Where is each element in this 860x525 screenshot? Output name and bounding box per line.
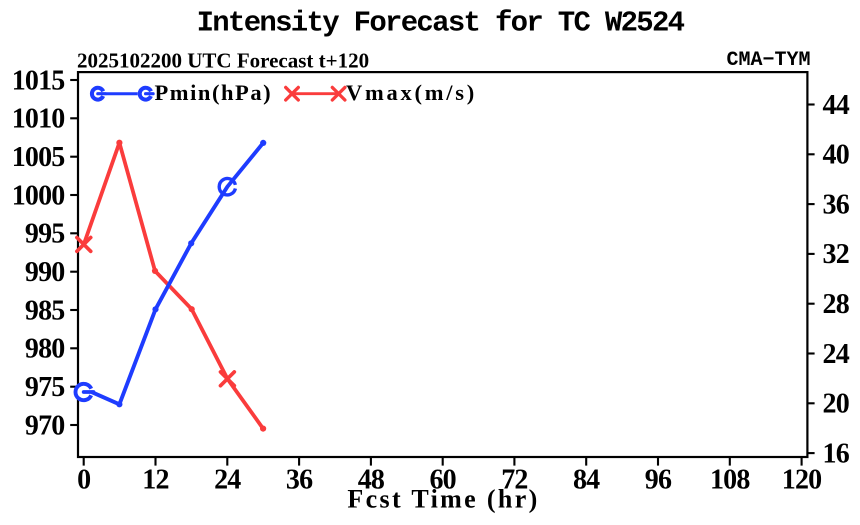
svg-text:1010: 1010 <box>12 104 65 135</box>
svg-text:1005: 1005 <box>12 142 65 173</box>
svg-text:CMA−TYM: CMA−TYM <box>726 49 810 72</box>
svg-text:44: 44 <box>823 90 850 121</box>
svg-text:995: 995 <box>25 219 65 250</box>
svg-text:24: 24 <box>823 339 850 370</box>
svg-text:60: 60 <box>429 464 455 495</box>
svg-text:48: 48 <box>358 464 385 495</box>
svg-text:12: 12 <box>142 464 168 495</box>
svg-text:975: 975 <box>25 372 65 403</box>
svg-text:1015: 1015 <box>12 65 65 96</box>
svg-text:985: 985 <box>25 295 65 326</box>
svg-text:980: 980 <box>25 334 65 365</box>
svg-text:36: 36 <box>823 189 850 220</box>
svg-text:120: 120 <box>782 464 822 495</box>
svg-text:0: 0 <box>77 464 90 495</box>
svg-text:Vmax(m/s): Vmax(m/s) <box>346 80 477 105</box>
svg-text:1000: 1000 <box>12 180 65 211</box>
svg-text:24: 24 <box>214 464 241 495</box>
svg-text:990: 990 <box>25 257 65 288</box>
svg-text:84: 84 <box>573 464 600 495</box>
svg-text:108: 108 <box>710 464 750 495</box>
svg-text:Intensity Forecast for TC W252: Intensity Forecast for TC W2524 <box>197 7 685 40</box>
svg-text:32: 32 <box>823 239 849 270</box>
svg-text:Pmin(hPa): Pmin(hPa) <box>155 80 273 105</box>
svg-text:970: 970 <box>25 410 65 441</box>
svg-text:72: 72 <box>501 464 527 495</box>
svg-text:40: 40 <box>823 140 849 171</box>
svg-text:Fcst Time (hr): Fcst Time (hr) <box>347 485 539 514</box>
svg-text:96: 96 <box>645 464 672 495</box>
svg-text:16: 16 <box>823 438 850 469</box>
svg-text:28: 28 <box>823 289 850 320</box>
svg-text:36: 36 <box>286 464 313 495</box>
svg-text:2025102200 UTC Forecast t+120: 2025102200 UTC Forecast t+120 <box>77 49 369 73</box>
svg-text:20: 20 <box>823 389 849 420</box>
